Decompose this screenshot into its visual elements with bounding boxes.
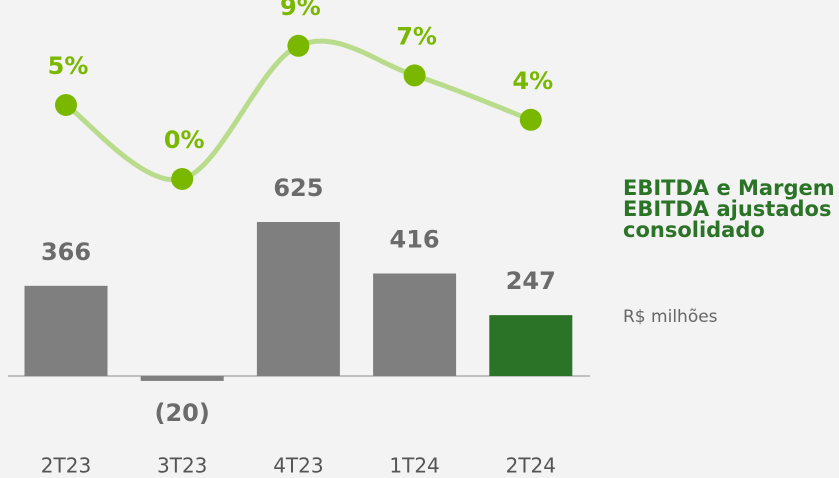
bar: [24, 285, 108, 376]
bar-label: 416: [390, 225, 440, 253]
margin-label: 7%: [396, 22, 437, 50]
bar-label: (20): [155, 399, 210, 427]
margin-point: [403, 64, 426, 87]
chart-title: EBITDA e Margem EBITDA ajustados consoli…: [623, 176, 835, 242]
bar-label: 625: [273, 174, 323, 202]
bar: [140, 376, 224, 381]
margin-point: [519, 108, 542, 131]
bar: [373, 273, 457, 376]
x-tick-label: 2T23: [41, 454, 91, 478]
x-tick-label: 2T24: [506, 454, 556, 478]
x-tick-label: 4T23: [273, 454, 323, 478]
x-tick-label: 1T24: [389, 454, 439, 478]
margin-point: [55, 94, 77, 116]
bar-label: 366: [41, 238, 91, 266]
margin-label: 0%: [164, 126, 205, 154]
x-tick-label: 3T23: [157, 454, 207, 478]
margin-line: [64, 38, 532, 183]
margin-point: [287, 34, 310, 57]
margin-point: [171, 168, 194, 190]
bar: [256, 222, 340, 376]
margin-label: 9%: [280, 0, 321, 21]
margin-label: 4%: [512, 67, 553, 95]
chart-subtitle: R$ milhões: [623, 307, 718, 327]
bar-label: 247: [506, 267, 556, 295]
margin-label: 5%: [48, 52, 89, 80]
bar: [489, 315, 573, 376]
